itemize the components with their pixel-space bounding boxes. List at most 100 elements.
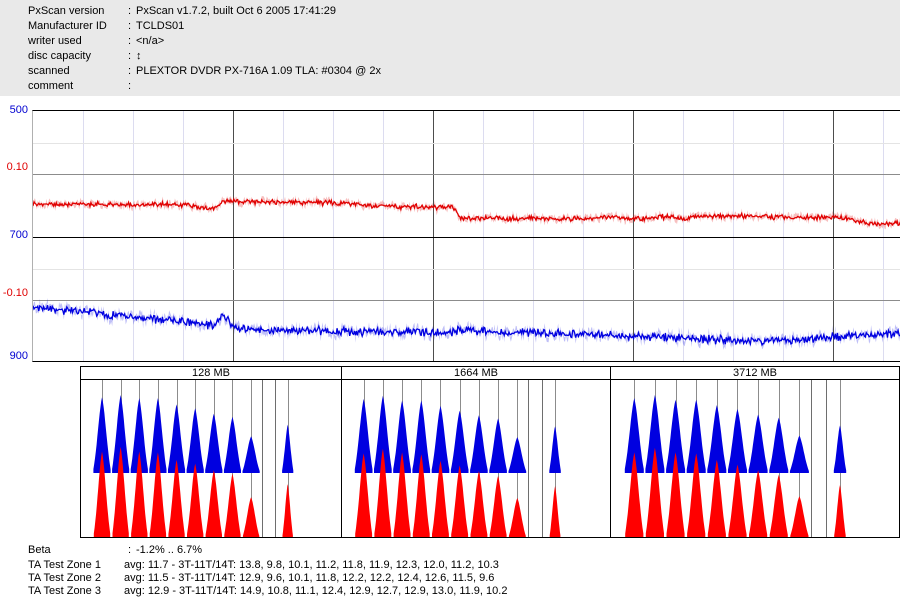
ta-bar-red [790,496,809,537]
vertical-gridline [733,111,734,361]
ta-bar-blue [508,437,527,473]
ta-result-label: TA Test Zone 3 [28,585,101,597]
info-value: TCLDS01 [136,20,185,32]
ta-bar-red [224,473,241,537]
info-colon: : [128,65,132,77]
info-label: disc capacity [28,50,91,62]
ta-bar-blue [833,425,847,473]
ta-result-label: TA Test Zone 2 [28,572,101,584]
ta-result-value: avg: 11.5 - 3T-11T/14T: 12.9, 9.6, 10.1,… [124,572,495,584]
info-label: writer used [28,35,82,47]
y-axis-beta-label: 0.10 [6,161,28,173]
ta-bar-blue [168,404,186,473]
ta-bar-red [112,446,129,537]
vertical-gridline [233,111,234,361]
y-axis-jitter-label: 900 [9,350,28,362]
scan-traces [33,195,900,350]
ta-zone-panel-2[interactable]: 1664 MB [341,366,611,538]
info-label: PxScan version [28,5,105,17]
ta-bar-red [451,465,469,537]
ta-zone-panel-1[interactable]: 128 MB [80,366,342,538]
info-colon: : [128,50,132,62]
y-axis-jitter-label: 500 [9,104,28,116]
ta-bar-red [242,497,260,537]
vertical-gridline [433,111,434,361]
ta-bar-red [508,498,526,537]
ta-bar-red [769,474,788,537]
info-colon: : [128,35,132,47]
ta-zone-separator [811,380,812,537]
ta-bar-red [93,451,111,537]
ta-zone-histogram [81,380,341,537]
vertical-gridline [333,111,334,361]
ta-bar-red [625,452,644,537]
ta-bar-blue [354,398,373,473]
horizontal-gridline [33,174,900,175]
beta-value: -1.2% .. 6.7% [136,544,203,556]
ta-zone-separator [262,380,263,537]
ta-bar-blue [470,415,488,473]
ta-bar-blue [431,405,450,473]
info-value: PLEXTOR DVDR PX-716A 1.09 TLA: #0304 @ 2… [136,65,381,77]
scan-plot-area[interactable] [32,110,900,362]
y-axis-jitter-label: 700 [9,229,28,241]
ta-bar-blue [549,426,561,473]
ta-bar-blue [149,398,167,473]
vertical-gridline [883,111,884,361]
ta-bar-red [205,470,222,537]
info-value: PxScan v1.7.2, built Oct 6 2005 17:41:29 [136,5,336,17]
horizontal-gridline [33,300,900,301]
info-colon: : [128,20,132,32]
ta-bar-red [549,485,561,537]
ta-test-panels: 128 MB 1664 MB 3712 MB [0,366,900,538]
ta-bar-blue [666,399,686,473]
ta-bar-red [282,484,293,537]
ta-result-value: avg: 11.7 - 3T-11T/14T: 13.8, 9.8, 10.1,… [124,559,499,571]
info-label: Manufacturer ID [28,20,107,32]
ta-bar-red [707,459,726,537]
ta-bar-blue [450,410,469,473]
ta-bar-blue [282,424,294,473]
ta-bar-blue [186,408,204,473]
ta-bar-red [374,448,392,537]
horizontal-gridline [33,143,900,144]
vertical-gridline [583,111,584,361]
ta-bar-red [355,453,373,537]
vertical-gridline [783,111,784,361]
ta-bar-red [645,447,664,537]
ta-zone-title: 128 MB [81,367,341,380]
ta-zone-panel-3[interactable]: 3712 MB [610,366,900,538]
ta-bar-blue [624,398,644,473]
ta-bar-red [187,463,204,537]
ta-bar-blue [789,435,809,473]
ta-result-value: avg: 12.9 - 3T-11T/14T: 14.9, 10.8, 11.1… [124,585,508,597]
ta-bar-red [131,451,148,537]
ta-zone-separator [826,380,827,537]
ta-bar-blue [686,399,706,473]
ta-bar-red [412,454,430,537]
vertical-gridline [533,111,534,361]
disc-info-header [0,0,900,96]
vertical-gridline [283,111,284,361]
ta-bar-blue [393,400,411,473]
info-colon: : [128,5,132,17]
ta-bar-blue [769,417,789,473]
ta-zone-separator [275,380,276,537]
ta-bar-blue [112,395,130,473]
ta-bar-red [728,464,747,537]
ta-bar-blue [242,436,260,473]
ta-bar-red [432,460,449,537]
results-summary: Beta : -1.2% .. 6.7% TA Test Zone 1 avg: … [0,540,900,607]
ta-bar-blue [645,395,665,473]
ta-result-label: TA Test Zone 1 [28,559,101,571]
vertical-gridline [683,111,684,361]
vertical-gridline [83,111,84,361]
horizontal-gridline [33,269,900,270]
ta-zone-separator [542,380,543,537]
ta-zone-histogram [342,380,610,537]
scan-graph: 500 700 900 0.10 -0.10 [0,96,900,368]
ta-bar-blue [93,397,111,473]
vertical-gridline [133,111,134,361]
ta-bar-blue [489,418,507,473]
vertical-gridline [833,111,834,361]
